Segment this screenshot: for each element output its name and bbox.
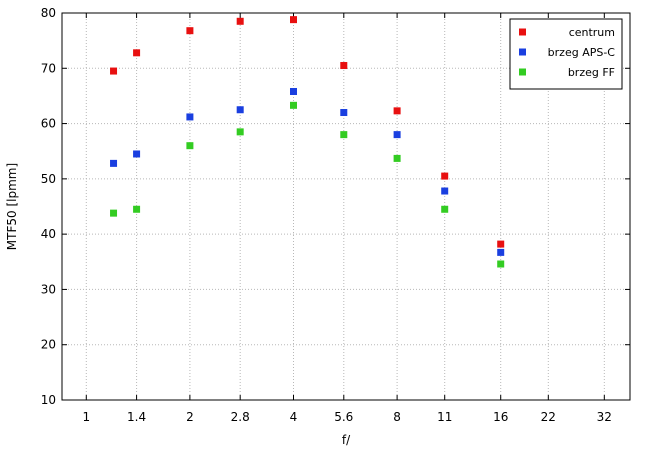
legend-marker — [519, 48, 526, 56]
legend-label: brzeg APS-C — [548, 46, 616, 59]
data-point — [340, 131, 348, 139]
data-point — [186, 113, 194, 121]
data-point — [290, 16, 298, 24]
y-tick-label: 50 — [41, 172, 56, 186]
data-point — [236, 17, 244, 25]
legend-label: centrum — [569, 26, 615, 39]
data-point — [133, 205, 141, 213]
data-point — [290, 101, 298, 109]
data-point — [393, 131, 401, 139]
axis-ticks: 1 1.4 2 2.8 4 5.6 8 11 16 22 32 10 20 30 40 50 60 70 80 — [41, 6, 630, 424]
series-1 — [110, 88, 505, 256]
x-axis-label: f/ — [342, 433, 351, 447]
data-point — [290, 88, 298, 96]
y-tick-label: 40 — [41, 227, 56, 241]
y-tick-label: 60 — [41, 117, 56, 131]
data-point — [236, 128, 244, 136]
x-tick-label: 2.8 — [231, 410, 250, 424]
data-point — [186, 142, 194, 150]
data-point — [441, 187, 449, 195]
plot-area-frame — [61, 12, 631, 401]
y-tick-label: 80 — [41, 6, 56, 20]
data-point — [497, 240, 505, 248]
data-point — [236, 106, 244, 114]
data-point — [133, 150, 141, 158]
x-tick-label: 5.6 — [334, 410, 353, 424]
x-tick-label: 11 — [437, 410, 452, 424]
data-point — [110, 67, 118, 75]
data-point — [110, 159, 118, 167]
series-2 — [110, 101, 505, 268]
data-point — [497, 260, 505, 268]
x-tick-label: 8 — [393, 410, 401, 424]
y-tick-label: 70 — [41, 61, 56, 75]
y-tick-label: 20 — [41, 338, 56, 352]
y-tick-label: 10 — [41, 393, 56, 407]
data-point — [186, 27, 194, 35]
legend-marker — [519, 68, 526, 76]
x-tick-label: 16 — [493, 410, 508, 424]
legend-box — [509, 18, 623, 90]
legend: centrum brzeg APS-C brzeg FF — [509, 18, 623, 90]
x-tick-label: 1.4 — [127, 410, 146, 424]
data-point — [393, 154, 401, 162]
x-tick-label: 4 — [290, 410, 298, 424]
x-tick-label: 1 — [82, 410, 90, 424]
legend-label: brzeg FF — [568, 66, 615, 79]
y-tick-label: 30 — [41, 282, 56, 296]
data-point — [340, 62, 348, 70]
y-axis-label: MTF50 [lpmm] — [5, 163, 19, 250]
x-tick-label: 22 — [541, 410, 556, 424]
data-point — [393, 107, 401, 115]
x-tick-label: 2 — [186, 410, 194, 424]
data-point — [110, 209, 118, 217]
x-tick-label: 32 — [597, 410, 612, 424]
legend-marker — [519, 28, 526, 36]
data-point — [441, 172, 449, 180]
data-point — [340, 109, 348, 117]
series-0 — [110, 16, 505, 248]
data-point — [133, 49, 141, 57]
data-points — [110, 16, 505, 268]
data-point — [441, 205, 449, 213]
data-point — [497, 248, 505, 256]
